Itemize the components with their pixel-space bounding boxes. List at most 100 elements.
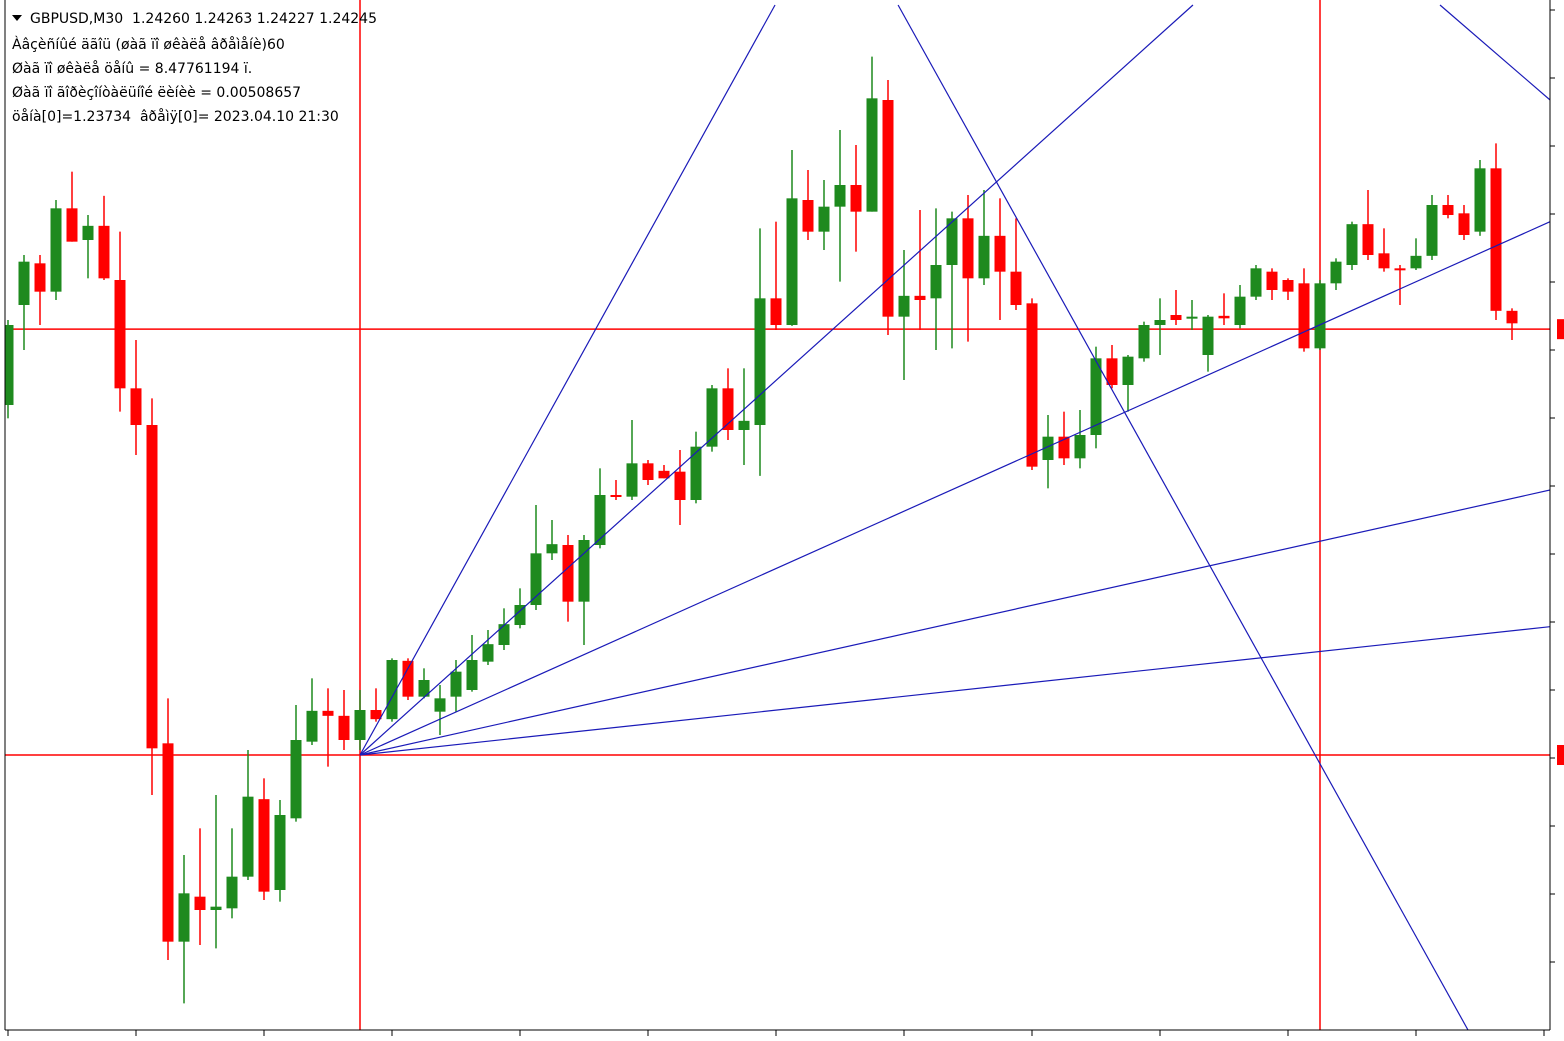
- candle-body: [914, 295, 926, 300]
- candle-body: [338, 715, 350, 740]
- candle-body: [1122, 356, 1134, 385]
- candle-body: [178, 893, 190, 942]
- candle-body: [994, 235, 1006, 272]
- candle-body: [354, 710, 366, 740]
- candle-body: [1474, 168, 1486, 232]
- candle-body: [482, 644, 494, 662]
- candle-body: [594, 495, 606, 545]
- candle-body: [850, 185, 862, 212]
- candle-body: [1026, 303, 1038, 467]
- candle-body: [978, 235, 990, 279]
- candle-body: [386, 660, 398, 720]
- candle-body: [690, 446, 702, 500]
- candle-body: [306, 710, 318, 742]
- candle-body: [82, 225, 94, 240]
- candle-body: [210, 906, 222, 910]
- info-line: öåíà[0]=1.23734 âðåìÿ[0]= 2023.04.10 21:…: [12, 108, 339, 125]
- candle-body: [242, 796, 254, 877]
- gann-line: [359, 489, 1550, 756]
- gann-line: [359, 626, 1550, 756]
- axes: [4, 0, 1555, 1036]
- candle-body: [1266, 271, 1278, 290]
- candle-body: [1138, 325, 1150, 359]
- candle-body: [770, 298, 782, 325]
- candle-body: [514, 605, 526, 625]
- candle-body: [274, 815, 286, 890]
- candle-body: [1234, 296, 1246, 325]
- price-marker: [1557, 745, 1564, 765]
- candle-body: [1410, 255, 1422, 269]
- candle-body: [402, 660, 414, 697]
- candle-body: [658, 470, 670, 479]
- candle-body: [1186, 316, 1198, 319]
- candle-body: [1458, 213, 1470, 235]
- candle-body: [1218, 315, 1230, 319]
- candle-body: [1330, 261, 1342, 284]
- candle-body: [66, 208, 78, 242]
- candle-body: [370, 710, 382, 720]
- candle-body: [1442, 205, 1454, 215]
- info-line: Øàã ïî øêàëå öåíû = 8.47761194 ï.: [12, 60, 252, 77]
- candle-body: [1394, 268, 1406, 271]
- gann-line: [359, 221, 1550, 756]
- candle-body: [130, 388, 142, 425]
- candle-body: [1170, 315, 1182, 320]
- plot-area: [5, 0, 1550, 1030]
- candle-body: [674, 471, 686, 500]
- candle-body: [1426, 205, 1438, 256]
- candle-body: [18, 261, 30, 305]
- candle-body: [1250, 268, 1262, 297]
- candle-body: [626, 463, 638, 497]
- info-line: Àâçèñíûé äãîü (øàã ïî øêàëå âðåìåíè)60: [12, 36, 285, 53]
- candle-body: [1362, 224, 1374, 255]
- candle-body: [162, 743, 174, 942]
- candle-body: [562, 545, 574, 602]
- candle-body: [1090, 358, 1102, 435]
- candle-body: [866, 98, 878, 212]
- candle-body: [786, 198, 798, 325]
- candle-body: [194, 896, 206, 910]
- info-line: Øàã ïî ãîðèçîíòàëüíîé ëèíèè = 0.00508657: [12, 85, 301, 101]
- candle-body: [1042, 436, 1054, 460]
- candle-body: [1106, 358, 1118, 385]
- candle-body: [578, 540, 590, 602]
- candle-body: [1346, 224, 1358, 265]
- candle-body: [450, 671, 462, 697]
- candle-body: [226, 876, 238, 909]
- candle-body: [1202, 316, 1214, 355]
- candle-body: [1490, 168, 1502, 311]
- candle-body: [642, 463, 654, 480]
- candle-body: [946, 218, 958, 265]
- candle-body: [258, 799, 270, 892]
- candle-body: [5, 325, 14, 405]
- candle-body: [818, 206, 830, 232]
- candle-body: [290, 740, 302, 819]
- candle-body: [930, 265, 942, 299]
- candle-body: [754, 298, 766, 425]
- candle-body: [50, 208, 62, 292]
- candle-body: [1378, 253, 1390, 269]
- candle-body: [882, 100, 894, 317]
- candle-body: [962, 218, 974, 279]
- candle-body: [1282, 280, 1294, 292]
- gann-line: [897, 4, 1469, 1030]
- candle-body: [1154, 320, 1166, 325]
- candle-body: [1298, 283, 1310, 349]
- price-marker: [1557, 319, 1564, 340]
- dropdown-icon[interactable]: [12, 15, 22, 21]
- candle-body: [834, 185, 846, 207]
- candle-body: [34, 263, 46, 292]
- candle-body: [802, 200, 814, 232]
- candle-body: [722, 388, 734, 430]
- gann-line: [359, 4, 776, 756]
- candle-body: [610, 495, 622, 497]
- candle-body: [530, 553, 542, 605]
- candle-body: [1314, 283, 1326, 349]
- gann-line: [1439, 4, 1550, 101]
- candle-body: [98, 225, 110, 279]
- candle-body: [738, 420, 750, 430]
- candle-body: [114, 280, 126, 389]
- candle-body: [146, 425, 158, 749]
